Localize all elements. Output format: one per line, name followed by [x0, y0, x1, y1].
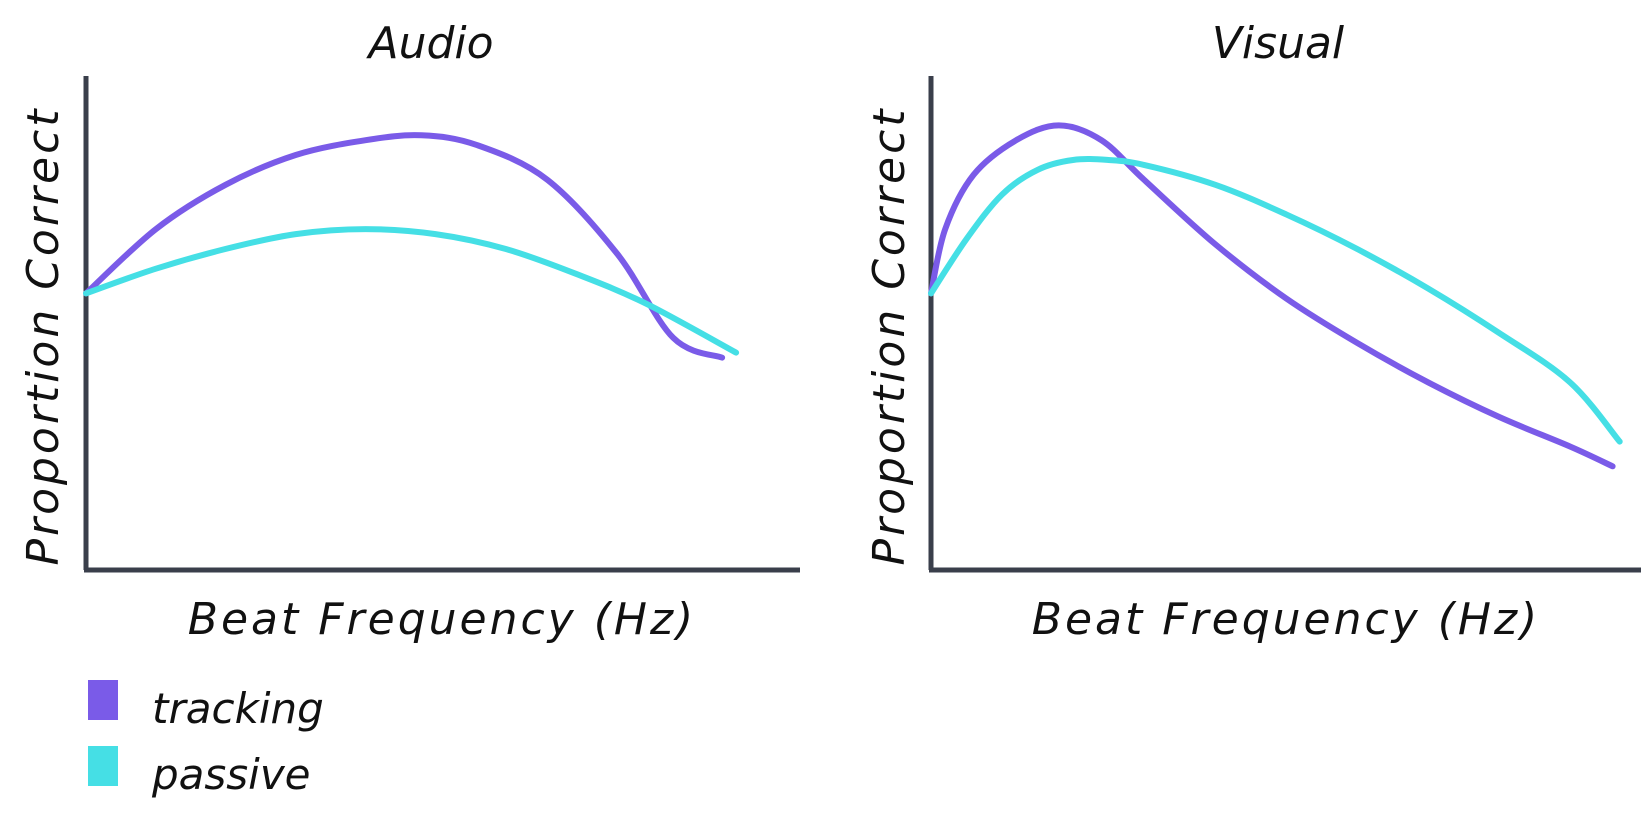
legend-swatch-tracking — [88, 680, 118, 720]
legend-swatch-passive — [88, 746, 118, 786]
series-line-tracking — [928, 122, 1616, 470]
series-line-passive — [83, 226, 740, 356]
x-axis-label: Beat Frequency (Hz) — [1032, 594, 1540, 645]
y-axis-label: Proportion Correct — [18, 106, 69, 565]
x-axis-label: Beat Frequency (Hz) — [188, 594, 696, 645]
series-line-tracking — [83, 132, 726, 361]
chart-panel-audio: Audio Proportion Correct Beat Frequency … — [18, 18, 800, 645]
y-axis-label: Proportion Correct — [864, 106, 915, 565]
series-line-passive — [928, 156, 1623, 445]
legend: tracking passive — [88, 680, 324, 799]
chart-panel-visual: Visual Proportion Correct Beat Frequency… — [864, 18, 1641, 645]
chart-title: Audio — [365, 18, 493, 69]
legend-label-tracking: tracking — [152, 684, 324, 733]
legend-label-passive: passive — [151, 750, 311, 799]
series-group — [83, 132, 740, 361]
chart-title: Visual — [1212, 18, 1345, 69]
series-group — [928, 122, 1623, 470]
